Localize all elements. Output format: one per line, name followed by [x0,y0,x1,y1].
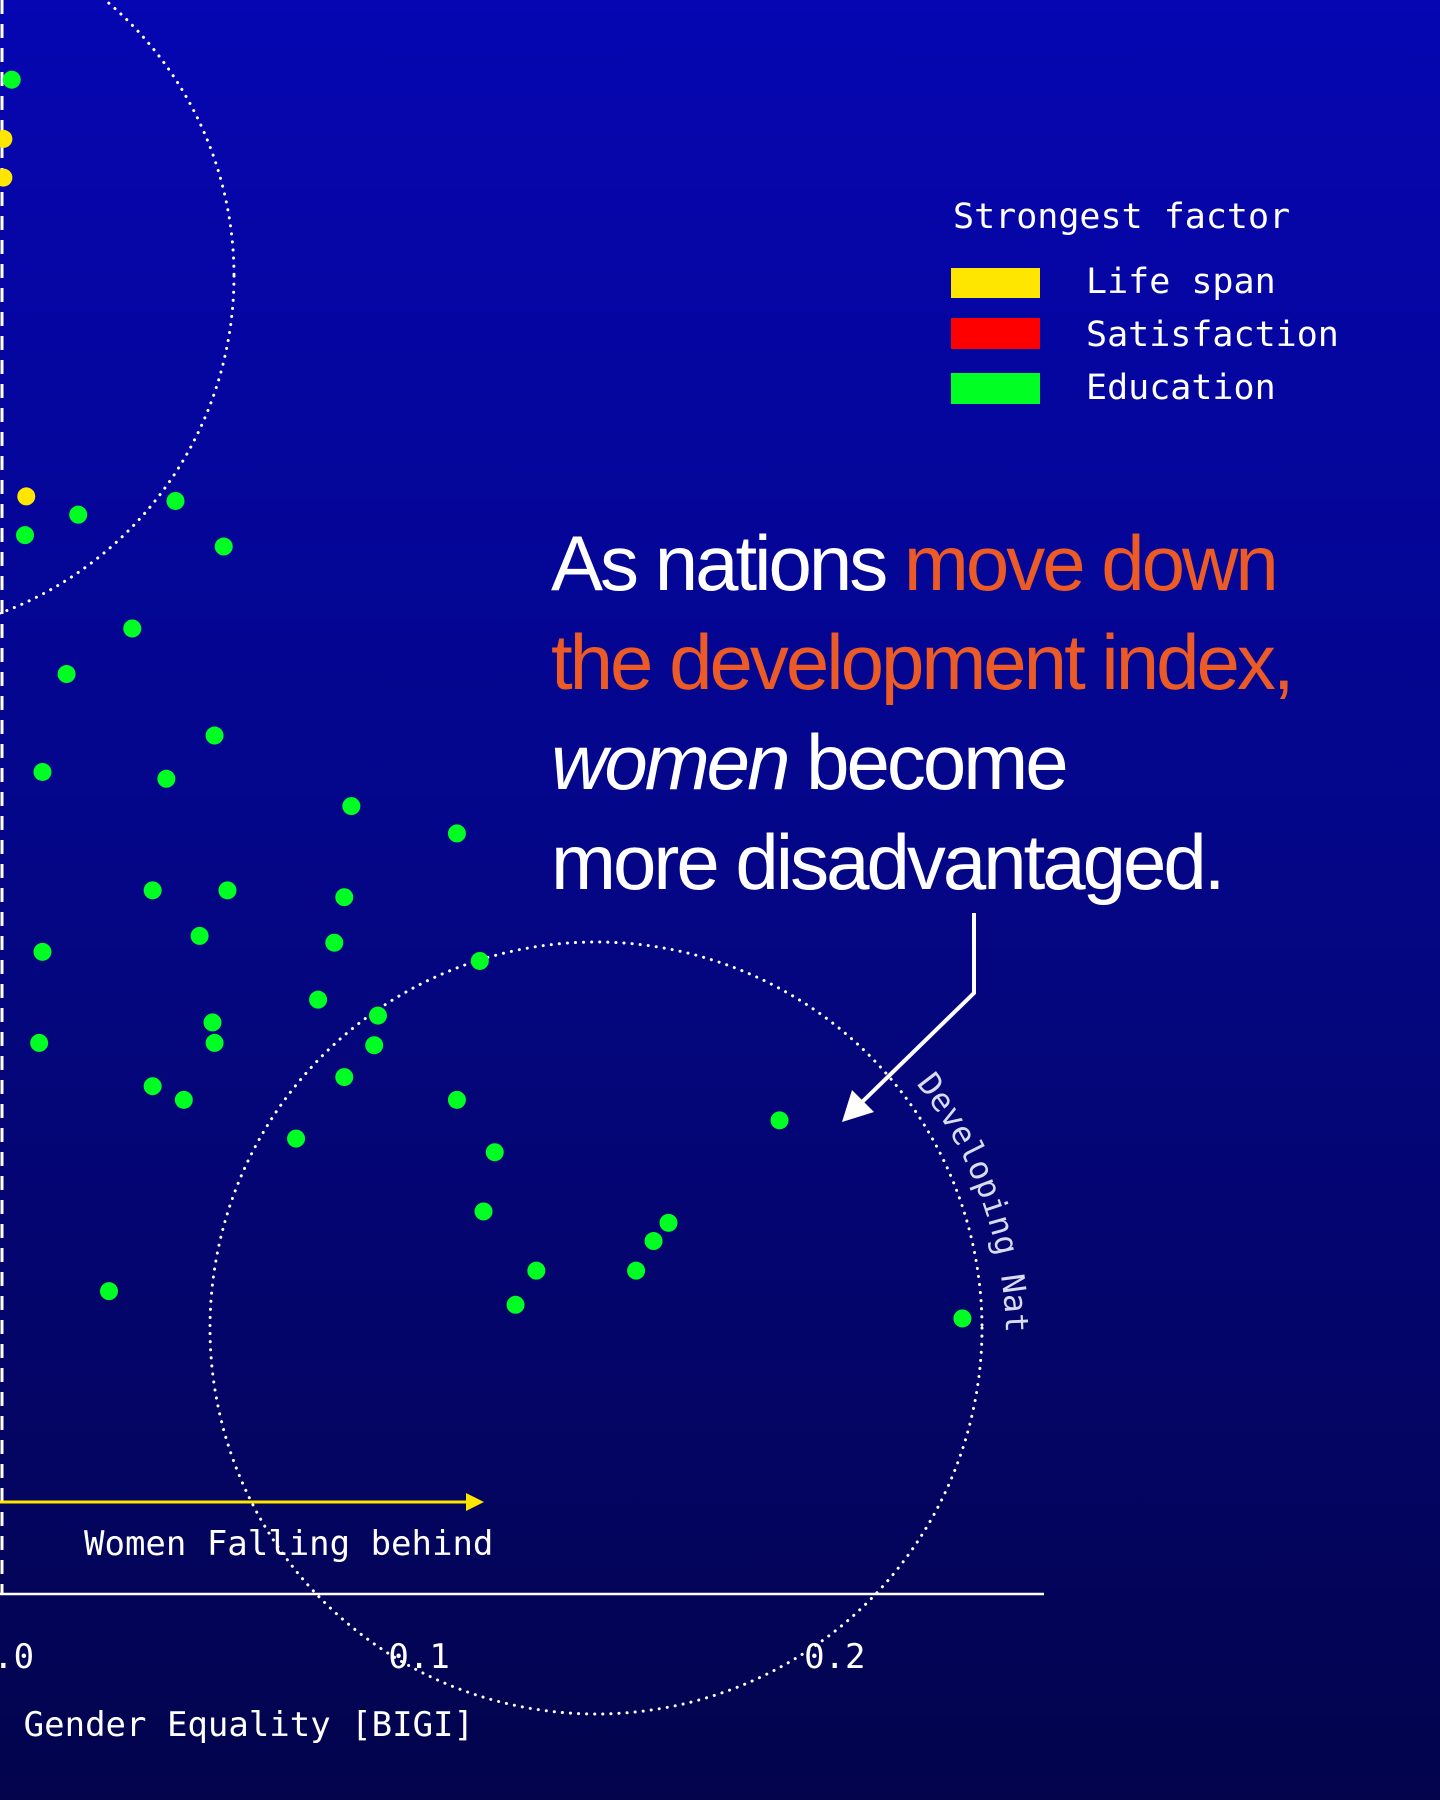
headline-emphasis: women [551,718,787,806]
data-point-education [33,762,52,781]
headline-line-4: more disadvantaged. [551,818,1222,906]
pointer-arrowhead [842,1090,874,1122]
headline: As nations move down the development ind… [551,519,1295,906]
data-point-education [770,1111,789,1130]
data-point-life-span [17,487,36,506]
data-point-education [166,491,185,510]
legend-swatch-life-span [951,268,1040,298]
legend-label-satisfaction: Satisfaction [1086,315,1339,355]
data-point-education [470,951,489,970]
headline-text: become [787,718,1065,806]
developed-cluster-circle [0,0,236,615]
headline-text: As nations [551,519,904,607]
data-point-education [368,1006,387,1025]
data-point-education [659,1213,678,1232]
data-point-education [99,1282,118,1301]
falling-behind-arrowhead [466,1493,484,1511]
data-point-education [143,1077,162,1096]
data-point-education [627,1261,646,1280]
data-point-life-span [0,129,13,148]
data-point-education [2,70,21,89]
data-point-education [205,726,224,745]
data-point-education [644,1232,663,1251]
data-point-education [57,665,76,684]
data-point-education [485,1143,504,1162]
data-point-education [447,824,466,843]
x-axis-label: Gender Equality [BIGI] [24,1705,474,1745]
headline-line-3: women become [551,718,1066,806]
legend-swatch-education [951,373,1040,404]
data-point-education [143,881,162,900]
developing-cluster-circle [208,940,984,1716]
data-point-education [447,1090,466,1109]
data-point-education [218,881,237,900]
data-point-education [16,526,35,545]
x-tick-label: 0.2 [804,1637,865,1677]
data-point-education [953,1309,972,1328]
legend-label-education: Education [1086,368,1276,408]
data-point-education [69,505,88,524]
x-tick-label: 0.0 [0,1637,34,1677]
data-point-education [33,942,52,961]
pointer-arrow [856,913,976,1108]
legend-title: Strongest factor [953,197,1290,237]
data-point-education [506,1295,525,1314]
data-point-education [30,1033,49,1052]
data-point-education [474,1202,493,1221]
data-point-education [527,1261,546,1280]
data-point-education [190,926,209,945]
data-point-education [174,1090,193,1109]
legend-label-life-span: Life span [1086,262,1276,302]
data-point-education [205,1033,224,1052]
data-point-education [335,888,354,907]
data-point-education [287,1129,306,1148]
data-point-education [214,537,233,556]
legend: Strongest factor Life span Satisfaction … [951,197,1339,408]
data-point-education [123,619,142,638]
data-point-education [365,1036,384,1055]
data-point-education [342,797,361,816]
data-point-education [203,1013,222,1032]
data-point-education [335,1068,354,1087]
headline-highlight: move down [904,519,1276,607]
x-tick-label: 0.1 [388,1637,449,1677]
legend-swatch-satisfaction [951,318,1040,349]
points-layer [0,70,972,1328]
data-point-education [309,990,328,1009]
data-point-life-span [0,168,13,187]
headline-line-1: As nations move down [551,519,1276,607]
falling-behind-label: Women Falling behind [84,1524,493,1564]
headline-line-2: the development index, [551,618,1292,706]
data-point-education [325,933,344,952]
data-point-education [157,769,176,788]
